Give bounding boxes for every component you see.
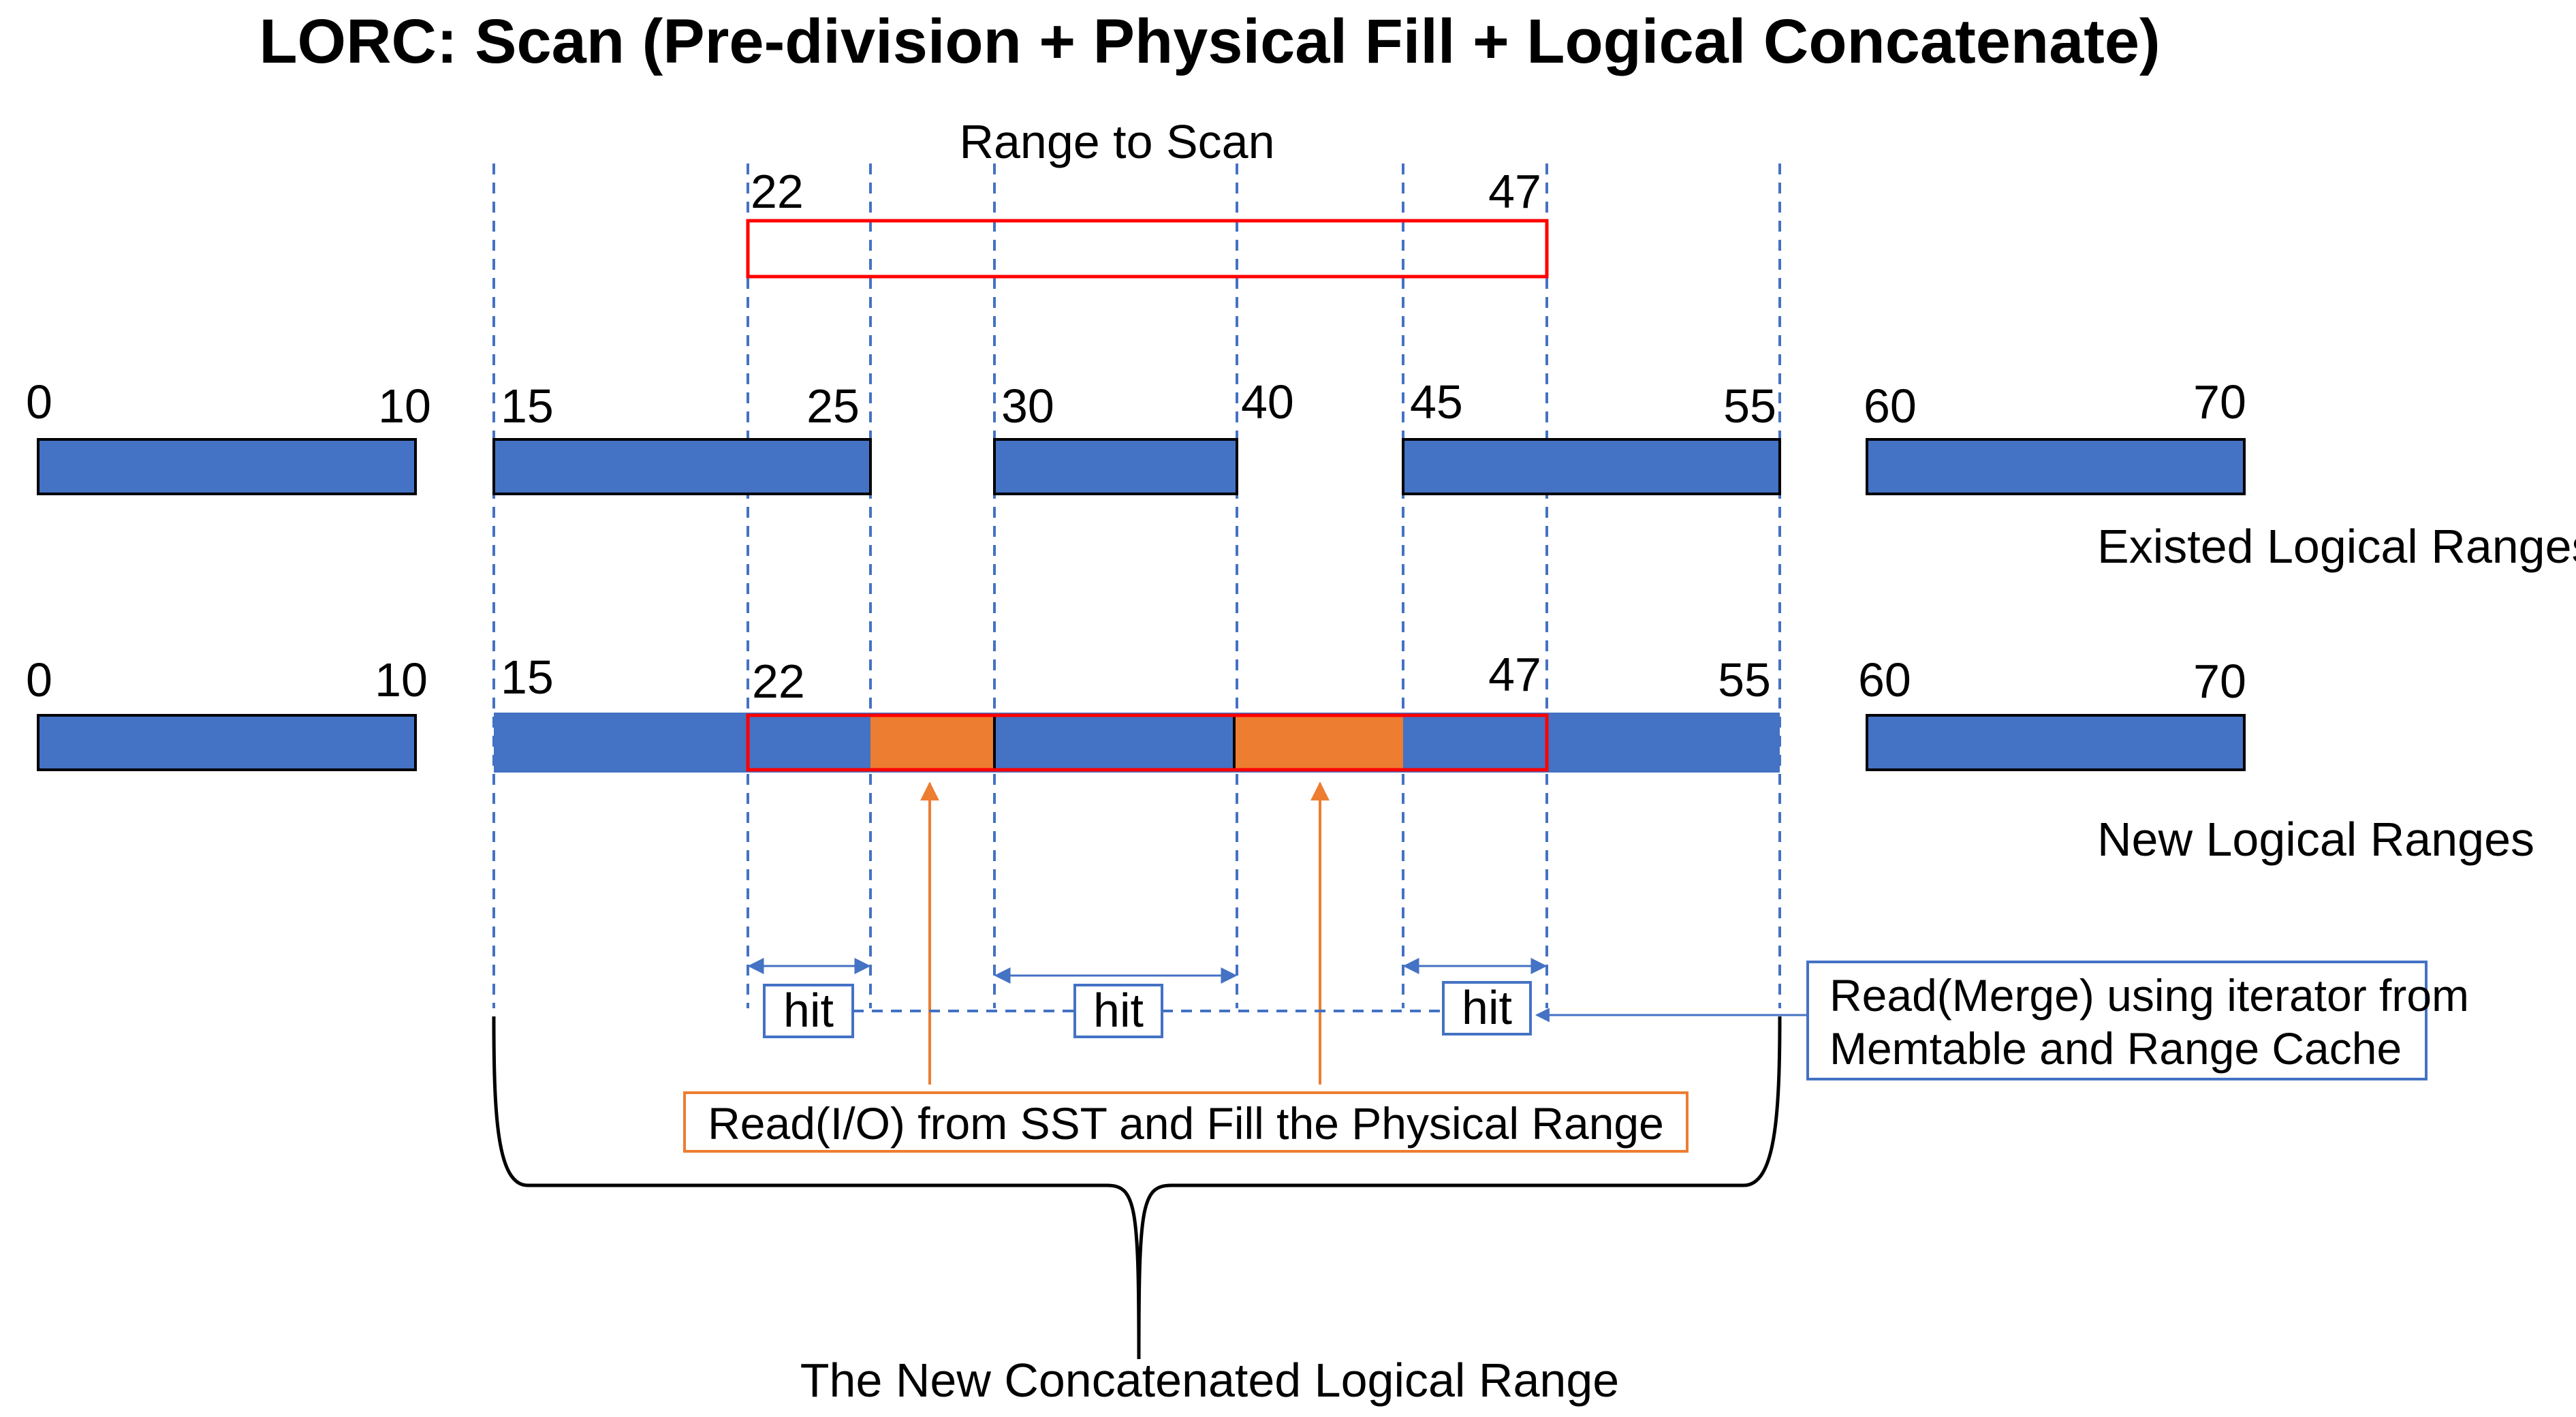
hit-label-2: hit xyxy=(1093,984,1144,1037)
existed-tick-45: 45 xyxy=(1410,375,1463,429)
new-tick-70: 70 xyxy=(2193,655,2246,708)
hit-box-1 xyxy=(763,984,854,1038)
concatenated-range-label: The New Concatenated Logical Range xyxy=(800,1354,1619,1407)
new-tick-15: 15 xyxy=(501,651,554,704)
merge-callout-box xyxy=(1806,961,2428,1080)
diagram-title: LORC: Scan (Pre-division + Physical Fill… xyxy=(259,7,2160,76)
physical-fill-segment-1 xyxy=(870,715,994,770)
io-callout-box xyxy=(683,1091,1688,1153)
hit-label-1: hit xyxy=(783,984,834,1037)
new-tick-60: 60 xyxy=(1858,653,1911,706)
new-tick-47: 47 xyxy=(1488,648,1541,701)
existed-tick-15: 15 xyxy=(501,379,554,433)
new-tick-55: 55 xyxy=(1718,653,1771,706)
existed-range-0-10 xyxy=(37,438,417,495)
existed-range-15-25 xyxy=(492,438,872,495)
existed-tick-25: 25 xyxy=(806,379,860,433)
existed-tick-30: 30 xyxy=(1001,379,1054,433)
existed-logical-ranges xyxy=(37,438,2246,495)
existed-tick-55: 55 xyxy=(1723,379,1776,433)
hit-box-2 xyxy=(1073,984,1163,1038)
existed-tick-40: 40 xyxy=(1241,375,1294,429)
physical-fill-segment-2 xyxy=(1234,715,1403,770)
new-concatenated-bar xyxy=(494,713,1780,773)
range-to-scan-end: 47 xyxy=(1488,165,1541,218)
range-to-scan-start: 22 xyxy=(751,165,804,218)
concatenated-brace xyxy=(492,1016,1782,1360)
new-range-60-70 xyxy=(1866,714,2246,771)
range-to-scan-label: Range to Scan xyxy=(959,115,1274,168)
hit-label-3: hit xyxy=(1462,981,1512,1034)
dashed-guides xyxy=(492,164,1781,1008)
new-tick-0: 0 xyxy=(26,653,52,706)
new-logical-ranges xyxy=(37,713,2246,773)
existed-range-30-40 xyxy=(993,438,1238,495)
merge-callout-line2: Memtable and Range Cache xyxy=(1829,1023,2402,1074)
existed-tick-10: 10 xyxy=(378,379,431,433)
new-range-0-10 xyxy=(37,714,417,771)
existed-tick-70: 70 xyxy=(2193,375,2246,429)
existed-tick-0: 0 xyxy=(26,375,52,429)
existed-range-60-70 xyxy=(1866,438,2246,495)
new-tick-10: 10 xyxy=(375,653,428,706)
range-to-scan-box xyxy=(746,219,1549,279)
existed-tick-60: 60 xyxy=(1864,379,1917,433)
io-callout-text: Read(I/O) from SST and Fill the Physical… xyxy=(708,1098,1664,1149)
scan-overlay-box xyxy=(746,713,1549,772)
merge-callout-line1: Read(Merge) using iterator from xyxy=(1829,970,2469,1021)
existed-logical-ranges-label: Existed Logical Ranges xyxy=(2097,520,2576,573)
hit-box-3 xyxy=(1442,981,1532,1036)
existed-range-45-55 xyxy=(1402,438,1781,495)
new-tick-22: 22 xyxy=(752,655,805,708)
new-logical-ranges-label: New Logical Ranges xyxy=(2097,813,2534,866)
